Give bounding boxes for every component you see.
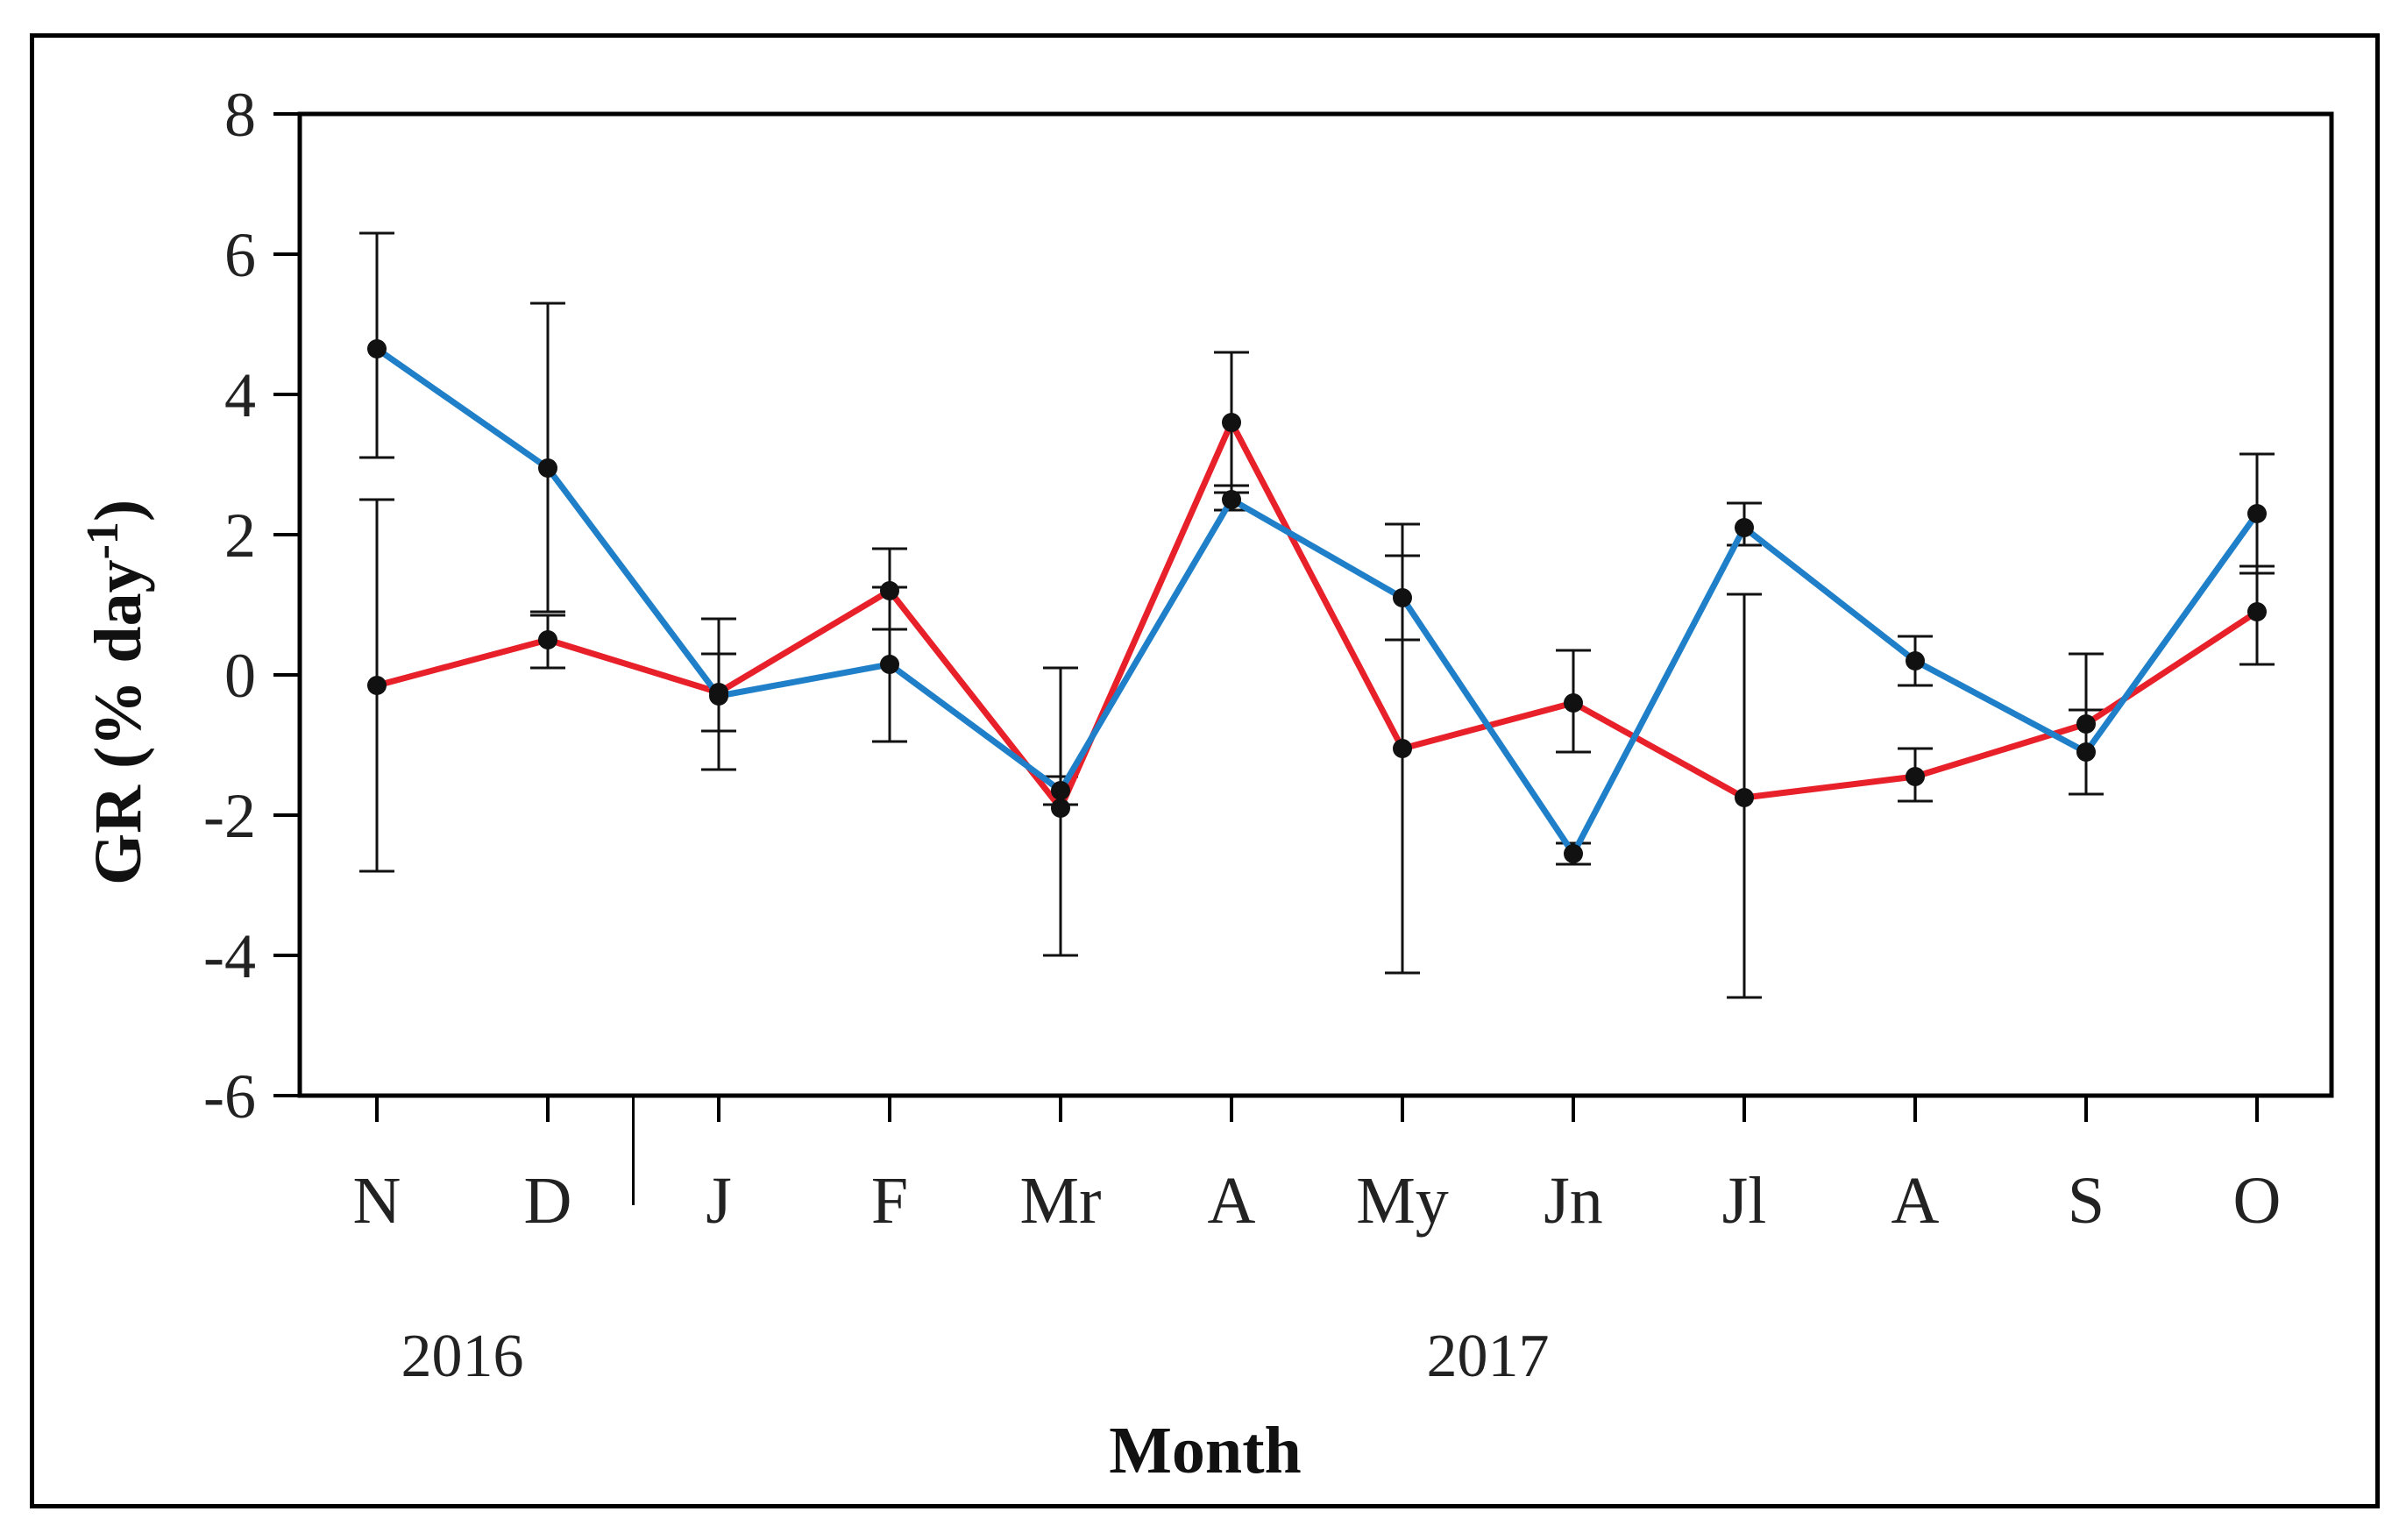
y-tick-label: -2 bbox=[203, 781, 256, 851]
data-point bbox=[1051, 781, 1070, 800]
y-axis-title-superscript: -1 bbox=[78, 522, 128, 559]
y-tick-label: -4 bbox=[203, 921, 256, 991]
data-point bbox=[1222, 413, 1241, 432]
data-point bbox=[709, 686, 728, 706]
data-point bbox=[1564, 844, 1583, 863]
data-point bbox=[367, 676, 387, 695]
data-point bbox=[2247, 602, 2267, 621]
y-axis-title-close: ) bbox=[82, 500, 155, 522]
data-point bbox=[1906, 767, 1925, 786]
data-point bbox=[367, 339, 387, 358]
y-axis-title: GR (% day-1) bbox=[78, 500, 155, 885]
data-point bbox=[1393, 588, 1412, 607]
plot-area bbox=[297, 111, 2334, 1098]
data-point bbox=[1906, 651, 1925, 671]
x-tick-label: J bbox=[706, 1164, 732, 1238]
y-tick-label: 8 bbox=[224, 80, 256, 150]
data-point bbox=[1393, 739, 1412, 758]
y-axis-title-main: GR (% day bbox=[82, 559, 155, 885]
data-point bbox=[2076, 742, 2096, 762]
x-tick-label: Jn bbox=[1544, 1164, 1603, 1238]
x-axis-title: Month bbox=[1109, 1414, 1302, 1487]
x-tick-label: A bbox=[1892, 1164, 1940, 1238]
x-tick-label: Jl bbox=[1722, 1164, 1767, 1238]
data-point bbox=[1735, 788, 1754, 807]
x-tick-label: S bbox=[2068, 1164, 2104, 1238]
year-label: 2016 bbox=[401, 1323, 524, 1390]
x-tick-label: N bbox=[353, 1164, 401, 1238]
data-point bbox=[880, 655, 899, 674]
data-point bbox=[538, 458, 557, 478]
series-line-red bbox=[376, 419, 2259, 812]
data-point bbox=[1735, 518, 1754, 537]
data-point bbox=[538, 630, 557, 649]
x-tick-label: My bbox=[1356, 1164, 1449, 1238]
series-line-blue bbox=[374, 346, 2260, 857]
data-point bbox=[2076, 714, 2096, 734]
x-tick-label: D bbox=[524, 1164, 572, 1238]
x-tick-label: A bbox=[1208, 1164, 1256, 1238]
x-tick-label: O bbox=[2233, 1164, 2282, 1238]
y-tick-label: -6 bbox=[203, 1061, 256, 1132]
data-point bbox=[880, 581, 899, 600]
data-point bbox=[1051, 798, 1070, 818]
y-tick-label: 2 bbox=[224, 500, 256, 571]
y-tick-label: 0 bbox=[224, 641, 256, 711]
year-label: 2017 bbox=[1427, 1323, 1550, 1390]
error-bar bbox=[530, 302, 565, 614]
data-point bbox=[1222, 490, 1241, 509]
x-tick-label: Mr bbox=[1020, 1164, 1102, 1238]
data-point bbox=[2247, 504, 2267, 523]
figure-frame bbox=[30, 33, 2380, 1508]
x-tick-label: F bbox=[871, 1164, 908, 1238]
data-point bbox=[1564, 693, 1583, 713]
y-tick-label: 4 bbox=[224, 360, 256, 430]
y-tick-label: 6 bbox=[224, 220, 256, 290]
